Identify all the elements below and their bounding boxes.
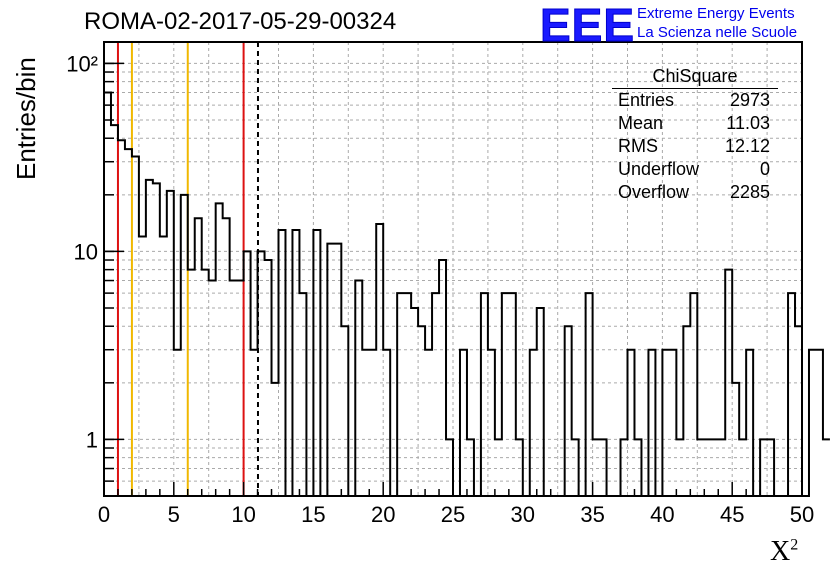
stats-title: ChiSquare <box>612 66 778 89</box>
stats-value: 2285 <box>729 182 770 202</box>
y-axis-ticks: 1 10 10² <box>66 51 124 482</box>
stats-label: Underflow <box>618 159 700 179</box>
x-tick-label: 50 <box>790 502 814 527</box>
stats-label: Entries <box>618 90 675 110</box>
stats-row: Mean 11.03 <box>612 112 778 135</box>
histogram-series <box>104 91 830 497</box>
stats-row: RMS 12.12 <box>612 135 778 158</box>
x-axis-label: X2 <box>770 536 799 567</box>
x-axis-ticks: 0 5 10 15 20 25 30 35 40 45 50 <box>98 482 814 527</box>
stats-label: Mean <box>618 113 664 133</box>
x-tick-label: 40 <box>650 502 674 527</box>
stats-value: 2973 <box>729 90 770 110</box>
y-tick-label: 10 <box>74 239 98 264</box>
stats-label: Overflow <box>618 182 690 202</box>
stats-label: RMS <box>618 136 658 156</box>
stats-row: Entries 2973 <box>612 89 778 112</box>
x-tick-label: 0 <box>98 502 110 527</box>
stats-value: 12.12 <box>724 136 770 156</box>
stats-value: 0 <box>759 159 770 179</box>
logo-line-2: La Scienza nelle Scuole <box>637 24 798 41</box>
stats-value: 11.03 <box>726 113 770 133</box>
logo-line-1: Extreme Energy Events <box>637 5 795 22</box>
stats-box: ChiSquare Entries 2973 Mean 11.03 RMS 12.12… <box>612 66 778 204</box>
y-axis-label: Entries/bin <box>11 57 41 180</box>
y-tick-label: 1 <box>86 427 98 452</box>
x-tick-label: 30 <box>511 502 535 527</box>
x-tick-label: 20 <box>371 502 395 527</box>
x-tick-label: 45 <box>720 502 744 527</box>
histogram-line <box>104 91 830 497</box>
eee-logo: EEE <box>539 0 636 51</box>
x-tick-label: 5 <box>168 502 180 527</box>
x-tick-label: 10 <box>231 502 255 527</box>
chart-title: ROMA-02-2017-05-29-00324 <box>84 8 397 35</box>
y-tick-label: 10² <box>66 51 98 76</box>
x-tick-label: 15 <box>301 502 325 527</box>
x-tick-label: 25 <box>441 502 465 527</box>
y-axis-label-wrap: Entries/bin <box>6 40 46 190</box>
x-tick-label: 35 <box>580 502 604 527</box>
stats-row: Underflow 0 <box>612 158 778 181</box>
stats-row: Overflow 2285 <box>612 181 778 204</box>
